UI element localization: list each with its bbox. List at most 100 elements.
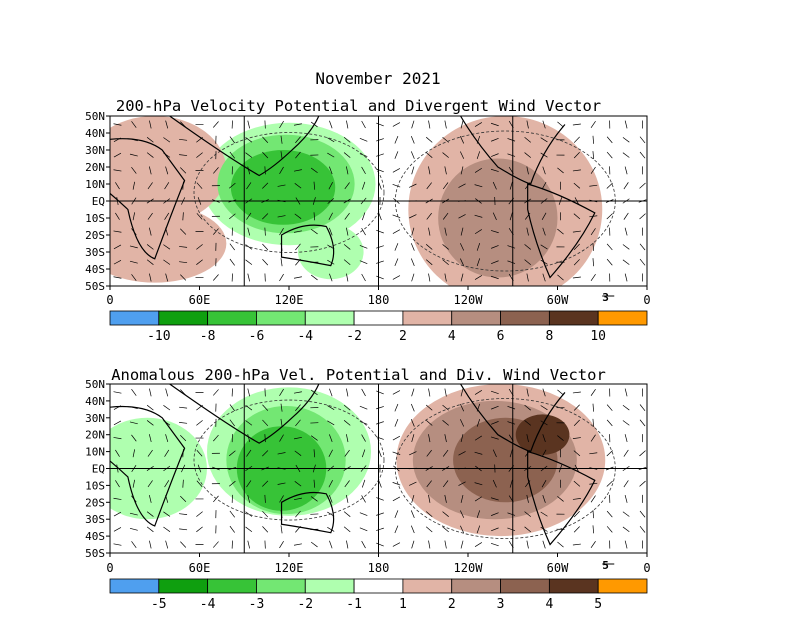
wind-vector <box>196 511 203 517</box>
y-tick-label: 40S <box>85 530 105 543</box>
wind-vector <box>113 276 122 279</box>
wind-vector <box>113 391 122 394</box>
wind-vector <box>328 449 333 457</box>
wind-vector <box>196 182 203 189</box>
colorbar-label: 2 <box>399 329 407 344</box>
wind-vector <box>212 541 219 548</box>
wind-vector <box>163 526 171 532</box>
wind-vector <box>490 390 499 395</box>
wind-vector <box>542 227 546 236</box>
wind-vector <box>359 405 368 410</box>
wind-vector <box>359 421 368 425</box>
wind-vector <box>293 230 302 233</box>
wind-vector <box>164 449 170 457</box>
wind-vector <box>131 389 137 396</box>
africa-coastline <box>110 138 186 260</box>
wind-vector <box>262 404 269 411</box>
wind-vector <box>293 543 302 546</box>
wind-vector <box>460 227 464 236</box>
wind-vector <box>131 121 137 128</box>
x-tick-label: 120W <box>454 293 484 307</box>
wind-vector <box>179 154 188 156</box>
wind-vector <box>606 419 613 427</box>
wind-vector <box>622 404 630 411</box>
wind-vector <box>460 540 464 549</box>
wind-vector <box>410 510 415 518</box>
wind-vector <box>541 182 547 190</box>
wind-vector <box>606 404 613 411</box>
wind-vector <box>541 449 547 457</box>
wind-vector <box>229 258 235 266</box>
wind-vector <box>343 136 351 143</box>
colorbar-label: 4 <box>448 329 456 344</box>
wind-vector <box>376 390 384 395</box>
colorbar-label: -4 <box>297 329 313 344</box>
wind-vector <box>245 152 253 158</box>
y-tick-label: 20S <box>85 229 105 242</box>
wind-vector <box>376 406 384 410</box>
wind-vector <box>378 449 382 458</box>
wind-vectors <box>113 388 647 549</box>
wind-vector <box>394 403 399 412</box>
wind-vector <box>426 212 432 220</box>
wind-vector <box>262 526 269 533</box>
wind-vector <box>524 259 531 266</box>
wind-vector <box>490 275 499 280</box>
wind-vector <box>346 540 349 549</box>
wind-vector <box>572 391 581 394</box>
wind-vector <box>509 181 513 190</box>
wind-vector <box>492 479 497 488</box>
wind-vector <box>180 228 187 235</box>
wind-vector <box>294 481 302 487</box>
wind-vector <box>526 434 529 443</box>
wind-vector <box>492 181 497 190</box>
wind-vector <box>572 498 581 500</box>
wind-vector <box>346 494 349 503</box>
wind-vector <box>310 496 318 502</box>
wind-vector <box>592 242 595 251</box>
wind-vector <box>526 227 529 236</box>
wind-vector <box>394 525 399 534</box>
wind-vector <box>163 259 171 265</box>
wind-vector <box>132 212 135 221</box>
wind-vector <box>606 480 613 487</box>
wind-vector <box>542 540 546 549</box>
wind-vector <box>196 259 203 265</box>
wind-vector <box>622 420 630 426</box>
wind-vector <box>460 258 465 266</box>
wind-vector <box>592 135 594 144</box>
wind-vector <box>639 243 646 251</box>
wind-vector <box>293 436 302 440</box>
colorbar-swatch <box>353 310 404 326</box>
wind-vector <box>310 274 318 281</box>
wind-vector <box>146 137 154 143</box>
wind-vector <box>376 229 384 234</box>
wind-vector <box>329 495 333 503</box>
wind-vector <box>606 526 613 533</box>
wind-vector <box>557 167 564 174</box>
wind-vector <box>428 166 431 175</box>
wind-vector <box>327 152 335 158</box>
wind-vector <box>425 259 433 266</box>
wind-vector <box>474 229 482 235</box>
wind-vector <box>165 388 169 397</box>
x-tick-label: 120E <box>275 293 304 307</box>
y-tick-label: 40S <box>85 263 105 276</box>
colorbar-swatch <box>109 578 160 594</box>
y-tick-label: 50S <box>85 547 105 560</box>
y-tick-label: 30S <box>85 513 105 526</box>
wind-vector <box>540 405 548 411</box>
wind-vector <box>361 273 366 282</box>
wind-vector <box>639 510 646 518</box>
wind-vector <box>280 418 283 427</box>
wind-vector <box>295 151 301 159</box>
wind-vector <box>606 243 613 251</box>
wind-vector <box>376 168 384 173</box>
velocity-potential-panel: 200-hPa Velocity Potential and Divergent… <box>85 97 650 344</box>
wind-vector <box>411 434 415 443</box>
wind-vector <box>163 405 171 411</box>
wind-vector <box>279 434 284 442</box>
wind-vector <box>180 541 187 548</box>
wind-vector <box>361 540 366 549</box>
wind-vector <box>262 243 269 251</box>
